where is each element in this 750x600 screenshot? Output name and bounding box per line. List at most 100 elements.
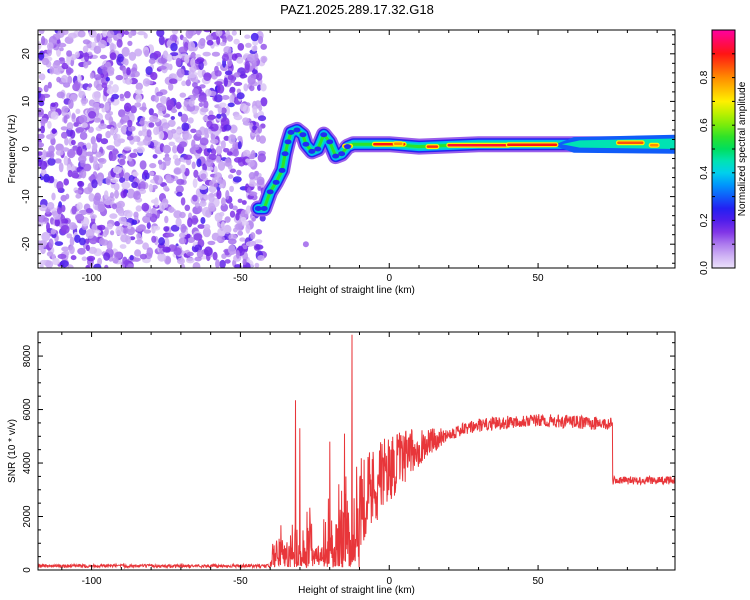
noise-blob (227, 244, 236, 255)
noise-blob (88, 30, 97, 38)
noise-blob (175, 217, 182, 227)
noise-blob (168, 78, 178, 84)
noise-blob (153, 174, 160, 182)
noise-blob (109, 153, 117, 162)
noise-blob (38, 91, 41, 99)
noise-blob (237, 230, 244, 236)
noise-blob (259, 215, 266, 222)
noise-blob (109, 42, 115, 52)
noise-blob (96, 33, 101, 43)
y-tick-label: 8000 (22, 345, 33, 368)
noise-blob (86, 255, 96, 262)
noise-blob (203, 72, 212, 81)
noise-blob (112, 257, 119, 264)
noise-blob (246, 53, 255, 62)
noise-blob (260, 97, 268, 107)
noise-blob (128, 31, 133, 39)
noise-blob (137, 31, 146, 36)
noise-blob (160, 97, 167, 105)
noise-blob (216, 84, 225, 94)
noise-blob (245, 42, 252, 48)
noise-blob (211, 51, 220, 57)
noise-blob (229, 88, 236, 94)
noise-blob (157, 65, 167, 70)
noise-blob (135, 93, 143, 103)
noise-blob (111, 203, 118, 210)
noise-blob (170, 224, 180, 232)
noise-blob (106, 88, 114, 95)
noise-blob (188, 98, 195, 107)
noise-blob (99, 54, 108, 60)
noise-blob (168, 141, 176, 146)
noise-blob (121, 46, 130, 57)
noise-blob (88, 111, 97, 119)
noise-blob (76, 202, 83, 211)
noise-blob (163, 226, 170, 232)
noise-blob (161, 122, 170, 129)
noise-blob (119, 177, 126, 184)
noise-blob (128, 51, 137, 61)
noise-blob (186, 233, 191, 239)
noise-blob (143, 229, 152, 234)
noise-blob (185, 79, 191, 87)
noise-blob (40, 35, 46, 46)
noise-blob (110, 96, 115, 102)
noise-blob (63, 155, 69, 166)
noise-blob (93, 263, 102, 268)
noise-blob (98, 157, 107, 165)
noise-blob (66, 122, 74, 131)
noise-blob (216, 237, 222, 242)
noise-blob (68, 99, 74, 109)
noise-blob (118, 216, 127, 225)
noise-blob (114, 221, 120, 227)
noise-blob (256, 176, 265, 186)
noise-blob (225, 105, 231, 116)
noise-blob (117, 53, 124, 63)
noise-blob (214, 70, 222, 77)
noise-blob (165, 232, 175, 238)
noise-blob (199, 137, 209, 146)
noise-blob (38, 107, 44, 116)
noise-blob (54, 158, 62, 164)
noise-blob (114, 251, 123, 259)
noise-blob (133, 211, 139, 219)
noise-blob (46, 251, 54, 257)
noise-blob (150, 71, 158, 81)
x-tick-label: -50 (233, 576, 248, 587)
noise-blob (93, 160, 99, 171)
noise-blob (57, 42, 67, 48)
noise-blob (248, 181, 257, 187)
ridge-knot (284, 139, 292, 145)
noise-blob (71, 205, 77, 215)
noise-blob (104, 264, 109, 268)
noise-blob (156, 30, 165, 37)
noise-blob (187, 74, 197, 78)
noise-blob (242, 258, 247, 266)
noise-blob (192, 178, 198, 189)
noise-blob (179, 92, 187, 98)
noise-blob (95, 151, 102, 158)
noise-blob (199, 200, 207, 207)
noise-blob (91, 179, 98, 189)
ridge-knot (278, 167, 286, 173)
noise-blob (92, 91, 101, 101)
noise-blob (61, 105, 69, 113)
noise-blob (162, 246, 171, 253)
noise-blob (100, 239, 109, 246)
noise-blob (244, 34, 251, 39)
noise-blob (38, 30, 45, 35)
ridge-knot (254, 206, 262, 211)
y-tick-label: 6000 (22, 398, 33, 421)
noise-blob (245, 224, 251, 234)
noise-blob (72, 145, 78, 151)
noise-blob (100, 138, 109, 145)
noise-blob (242, 117, 250, 124)
noise-blob (47, 81, 52, 89)
noise-blob (52, 61, 60, 69)
noise-blob (105, 176, 112, 186)
noise-blob (98, 123, 108, 130)
noise-blob (117, 122, 122, 129)
noise-blob (207, 240, 216, 246)
noise-blob (102, 230, 108, 238)
noise-blob (124, 259, 129, 267)
